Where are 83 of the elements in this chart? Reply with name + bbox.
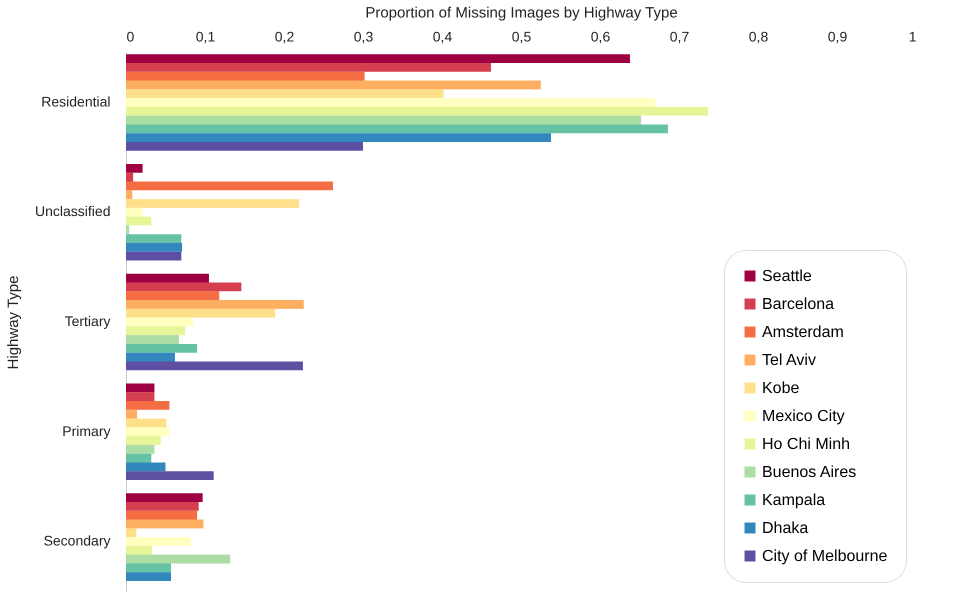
bar xyxy=(126,282,242,292)
bar xyxy=(126,344,198,353)
bar xyxy=(126,528,136,538)
bar xyxy=(126,471,214,480)
bar xyxy=(126,401,170,410)
legend-label: City of Melbourne xyxy=(762,548,888,565)
bar xyxy=(126,444,154,454)
bar xyxy=(126,383,154,392)
bar xyxy=(126,510,198,520)
bar xyxy=(126,62,491,72)
bar xyxy=(126,252,182,261)
legend-label: Amsterdam xyxy=(762,324,844,341)
x-tick-label: 0,2 xyxy=(274,28,294,44)
bar xyxy=(126,308,276,318)
x-tick-label: 0,7 xyxy=(670,28,690,44)
bar xyxy=(126,462,166,472)
bar xyxy=(126,234,182,243)
bar xyxy=(126,554,230,564)
x-tick-label: 0,8 xyxy=(748,28,768,44)
bar xyxy=(126,572,172,582)
y-tick-label: Primary xyxy=(62,422,110,439)
bar xyxy=(126,274,209,282)
bar xyxy=(126,133,552,142)
bar xyxy=(126,418,166,428)
bar xyxy=(126,537,191,546)
bar xyxy=(126,520,204,528)
x-tick-label: 0 xyxy=(126,28,134,44)
bar xyxy=(126,392,154,402)
bar xyxy=(126,352,175,362)
legend-label: Seattle xyxy=(762,268,812,285)
legend-label: Barcelona xyxy=(762,296,834,313)
bar xyxy=(126,142,363,151)
bar xyxy=(126,225,130,234)
bar xyxy=(126,546,152,555)
bar xyxy=(126,335,179,344)
bar xyxy=(126,436,161,445)
bar xyxy=(126,164,143,173)
y-axis-title: Highway Type xyxy=(5,276,22,370)
legend-label: Kampala xyxy=(762,492,826,509)
bar xyxy=(126,242,182,252)
bar xyxy=(126,199,300,208)
x-tick-label: 0,1 xyxy=(196,28,216,44)
bar xyxy=(126,106,708,116)
bar xyxy=(126,300,304,309)
bar xyxy=(126,54,630,63)
bar xyxy=(126,124,668,134)
y-tick-label: Tertiary xyxy=(64,313,110,329)
bar xyxy=(126,89,444,98)
bar xyxy=(126,410,138,419)
bar xyxy=(126,72,365,81)
legend-label: Mexico City xyxy=(762,408,845,425)
legend-label: Dhaka xyxy=(762,520,808,537)
bar xyxy=(126,318,194,326)
bar xyxy=(126,427,170,436)
bar xyxy=(126,98,656,107)
bar xyxy=(126,80,541,90)
bar xyxy=(126,502,199,511)
legend-label: Kobe xyxy=(762,380,800,397)
x-axis-title: Proportion of Missing Images by Highway Type xyxy=(365,4,678,22)
x-tick-label: 0,4 xyxy=(432,28,452,44)
x-tick-label: 0,6 xyxy=(590,28,610,44)
legend-label: Tel Aviv xyxy=(762,352,816,369)
bar xyxy=(126,326,186,336)
bar xyxy=(126,116,642,124)
y-tick-label: Secondary xyxy=(44,532,110,549)
x-tick-label: 1 xyxy=(908,28,917,44)
bar xyxy=(126,362,303,370)
x-tick-label: 0,3 xyxy=(354,28,374,44)
bar xyxy=(126,454,152,462)
bar xyxy=(126,172,134,182)
bar xyxy=(126,493,203,502)
bar xyxy=(126,291,220,300)
bar xyxy=(126,216,152,226)
bar xyxy=(126,208,143,217)
legend-label: Ho Chi Minh xyxy=(762,436,850,453)
y-tick-label: Unclassified xyxy=(35,203,110,220)
x-tick-label: 0,9 xyxy=(828,28,848,44)
y-tick-label: Residential xyxy=(41,93,110,110)
legend-label: Buenos Aires xyxy=(762,464,856,481)
bar xyxy=(126,563,172,572)
bar xyxy=(126,182,333,190)
bar xyxy=(126,190,132,200)
x-tick-label: 0,5 xyxy=(512,28,532,44)
